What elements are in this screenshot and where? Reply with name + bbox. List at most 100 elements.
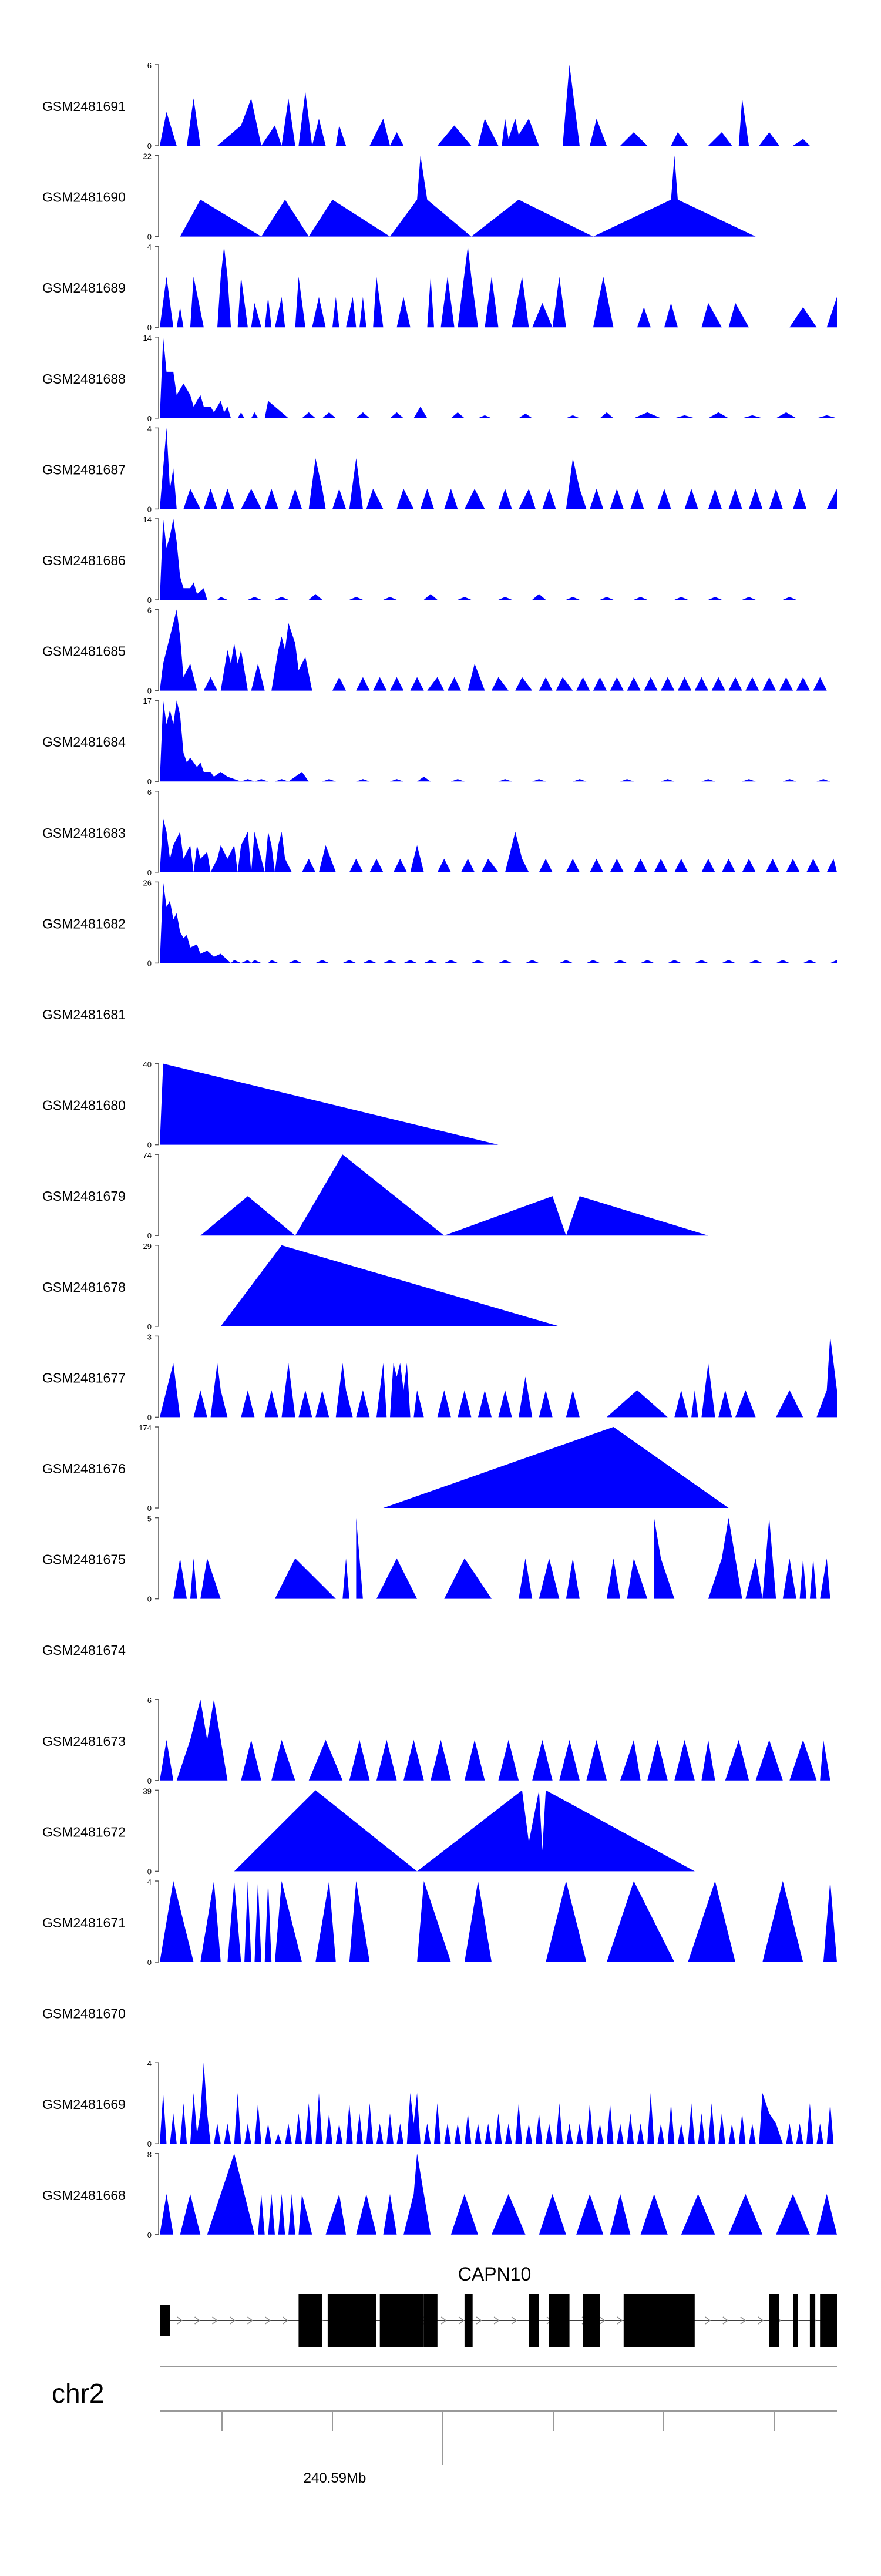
y-tick-label-min: 0 xyxy=(147,1413,152,1422)
y-tick-label-min: 0 xyxy=(147,1958,152,1967)
exon xyxy=(327,2294,376,2347)
y-tick-label-min: 0 xyxy=(147,1141,152,1150)
track-label: GSM2481678 xyxy=(42,1279,126,1295)
y-tick-label-max: 6 xyxy=(147,788,152,797)
strand-arrow xyxy=(247,2316,253,2325)
y-tick-label-max: 4 xyxy=(147,1878,152,1886)
y-tick-label-max: 5 xyxy=(147,1514,152,1523)
track-label: GSM2481679 xyxy=(42,1188,126,1204)
exon xyxy=(583,2294,600,2347)
track-GSM2481675: GSM2481675 5 0 xyxy=(42,1514,830,1604)
y-tick-label-min: 0 xyxy=(147,1231,152,1240)
strand-arrow xyxy=(476,2316,482,2325)
y-tick-label-max: 26 xyxy=(143,878,152,887)
track-label: GSM2481688 xyxy=(42,371,126,387)
y-tick-label-max: 29 xyxy=(143,1242,152,1251)
strand-arrow xyxy=(617,2316,623,2325)
y-tick-label-min: 0 xyxy=(147,142,152,150)
coverage-area xyxy=(234,1790,695,1872)
y-tick-label-max: 22 xyxy=(143,152,152,161)
track-label: GSM2481687 xyxy=(42,462,126,477)
coverage-area xyxy=(160,1881,837,1962)
track-GSM2481669: GSM2481669 4 0 xyxy=(42,2059,834,2148)
exon xyxy=(298,2294,322,2347)
strand-arrow xyxy=(265,2316,271,2325)
coverage-area xyxy=(160,818,837,872)
track-label: GSM2481674 xyxy=(42,1643,126,1658)
coverage-area xyxy=(160,246,837,328)
y-tick-label-max: 6 xyxy=(147,606,152,615)
track-GSM2481679: GSM2481679 74 0 xyxy=(42,1151,708,1240)
exon xyxy=(423,2294,438,2347)
track-GSM2481676: GSM2481676 174 0 xyxy=(42,1423,729,1513)
y-tick-label-min: 0 xyxy=(147,1595,152,1604)
y-tick-label-max: 174 xyxy=(139,1423,152,1432)
coverage-area xyxy=(160,65,810,146)
track-GSM2481684: GSM2481684 17 0 xyxy=(42,697,830,786)
track-label: GSM2481686 xyxy=(42,553,126,568)
y-tick-label-min: 0 xyxy=(147,323,152,332)
track-label: GSM2481672 xyxy=(42,1824,126,1839)
track-GSM2481683: GSM2481683 6 0 xyxy=(42,788,837,877)
track-GSM2481690: GSM2481690 22 0 xyxy=(42,152,756,241)
track-label: GSM2481669 xyxy=(42,2097,126,2112)
strand-arrow xyxy=(740,2316,747,2325)
y-tick-label-min: 0 xyxy=(147,1322,152,1331)
exon xyxy=(464,2294,473,2347)
track-GSM2481681: GSM2481681 xyxy=(42,1007,126,1022)
y-tick-label-max: 39 xyxy=(143,1786,152,1795)
track-label: GSM2481691 xyxy=(42,99,126,114)
y-tick-label-max: 6 xyxy=(147,61,152,70)
strand-arrow xyxy=(212,2316,218,2325)
strand-arrow xyxy=(758,2316,764,2325)
y-tick-label-max: 14 xyxy=(143,334,152,342)
track-GSM2481668: GSM2481668 8 0 xyxy=(42,2150,837,2239)
track-label: GSM2481680 xyxy=(42,1098,126,1113)
track-GSM2481678: GSM2481678 29 0 xyxy=(42,1242,560,1331)
track-label: GSM2481683 xyxy=(42,825,126,841)
track-label: GSM2481677 xyxy=(42,1370,126,1385)
coverage-area xyxy=(160,609,827,691)
y-tick-label-min: 0 xyxy=(147,414,152,423)
track-GSM2481688: GSM2481688 14 0 xyxy=(42,334,837,423)
y-tick-label-max: 3 xyxy=(147,1332,152,1341)
y-tick-label-min: 0 xyxy=(147,687,152,696)
track-GSM2481686: GSM2481686 14 0 xyxy=(42,515,796,604)
track-label: GSM2481684 xyxy=(42,734,126,750)
track-label: GSM2481671 xyxy=(42,1915,126,1930)
y-tick-label-max: 4 xyxy=(147,424,152,433)
track-GSM2481670: GSM2481670 xyxy=(42,2006,126,2021)
exon xyxy=(623,2294,644,2347)
y-tick-label-min: 0 xyxy=(147,2140,152,2148)
gene-label: CAPN10 xyxy=(458,2263,532,2285)
track-label: GSM2481685 xyxy=(42,644,126,659)
coverage-area xyxy=(173,1517,830,1599)
y-tick-label-max: 8 xyxy=(147,2150,152,2159)
y-tick-label-min: 0 xyxy=(147,1867,152,1876)
track-label: GSM2481675 xyxy=(42,1552,126,1567)
strand-arrow xyxy=(599,2316,606,2325)
coverage-area xyxy=(160,882,837,963)
strand-arrow xyxy=(493,2316,500,2325)
y-tick-label-min: 0 xyxy=(147,233,152,241)
y-tick-label-min: 0 xyxy=(147,1776,152,1785)
track-GSM2481691: GSM2481691 6 0 xyxy=(42,61,810,150)
strand-arrow xyxy=(177,2316,183,2325)
coverage-area xyxy=(160,337,837,418)
track-label: GSM2481673 xyxy=(42,1734,126,1749)
track-label: GSM2481690 xyxy=(42,190,126,205)
y-tick-label-min: 0 xyxy=(147,2231,152,2239)
y-tick-label-min: 0 xyxy=(147,868,152,877)
y-tick-label-min: 0 xyxy=(147,1504,152,1513)
coverage-area xyxy=(383,1427,729,1508)
y-tick-label-min: 0 xyxy=(147,959,152,968)
coverage-area xyxy=(160,2153,837,2235)
chromosome-axis: chr2 240.59Mb xyxy=(52,2366,837,2486)
coverage-area xyxy=(160,519,796,600)
track-GSM2481689: GSM2481689 4 0 xyxy=(42,243,837,332)
exon xyxy=(549,2294,570,2347)
exon xyxy=(809,2294,816,2347)
coverage-area xyxy=(160,1699,830,1781)
exon xyxy=(793,2294,798,2347)
strand-arrow xyxy=(441,2316,447,2325)
